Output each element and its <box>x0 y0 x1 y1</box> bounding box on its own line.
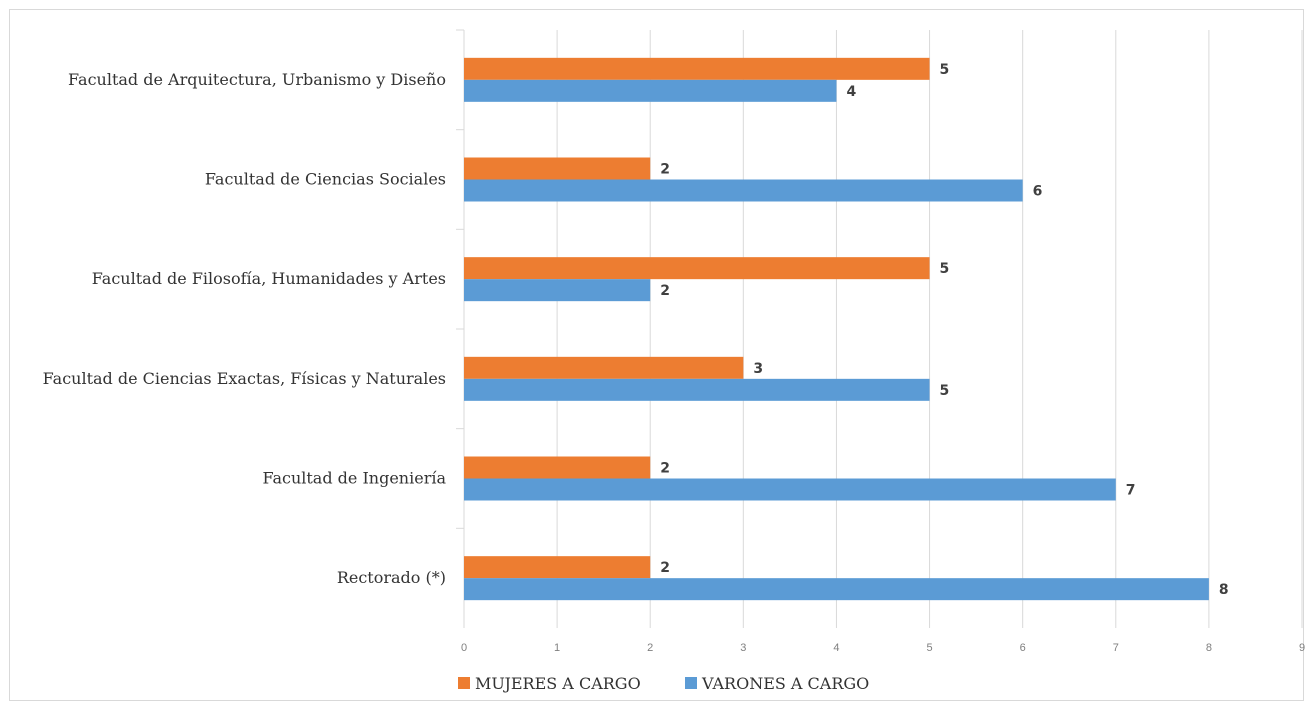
legend-label-varones: VARONES A CARGO <box>701 674 869 693</box>
data-label-varones: 6 <box>1033 184 1043 200</box>
data-label-mujeres: 2 <box>660 560 670 576</box>
x-tick-label: 1 <box>554 642 560 654</box>
bar-mujeres <box>464 456 651 479</box>
x-tick-label: 0 <box>461 642 467 654</box>
bar-varones <box>464 179 1023 202</box>
x-tick-label: 3 <box>740 642 746 654</box>
bar-varones <box>464 478 1116 501</box>
bar-varones <box>464 578 1209 601</box>
category-label: Facultad de Ciencias Sociales <box>205 170 446 189</box>
bar-varones <box>464 79 837 102</box>
bar-varones <box>464 279 651 302</box>
data-label-varones: 2 <box>660 283 670 299</box>
category-label: Rectorado (*) <box>337 568 446 587</box>
legend-swatch-mujeres <box>458 677 470 689</box>
bar-mujeres <box>464 157 651 180</box>
data-label-mujeres: 2 <box>660 461 670 477</box>
x-tick-label: 9 <box>1299 642 1305 654</box>
data-label-mujeres: 2 <box>660 162 670 178</box>
category-label: Facultad de Arquitectura, Urbanismo y Di… <box>68 70 446 89</box>
x-tick-label: 8 <box>1206 642 1212 654</box>
category-label: Facultad de Ciencias Exactas, Físicas y … <box>43 369 446 388</box>
x-tick-label: 6 <box>1020 642 1026 654</box>
bar-mujeres <box>464 257 930 280</box>
bar-mujeres <box>464 556 651 579</box>
x-tick-label: 7 <box>1113 642 1119 654</box>
x-tick-label: 5 <box>926 642 932 654</box>
bar-varones <box>464 378 930 401</box>
data-label-varones: 4 <box>846 84 856 100</box>
category-label: Facultad de Ingeniería <box>262 469 446 488</box>
x-tick-label: 4 <box>833 642 839 654</box>
x-tick-label: 2 <box>647 642 653 654</box>
legend-label-mujeres: MUJERES A CARGO <box>475 674 641 693</box>
bar-mujeres <box>464 57 930 80</box>
data-label-mujeres: 5 <box>940 62 950 78</box>
bar-mujeres <box>464 356 744 379</box>
data-label-mujeres: 3 <box>753 361 763 377</box>
data-label-varones: 8 <box>1219 582 1229 598</box>
category-label: Facultad de Filosofía, Humanidades y Art… <box>92 269 446 288</box>
data-label-varones: 5 <box>940 383 950 399</box>
data-label-varones: 7 <box>1126 483 1136 499</box>
data-label-mujeres: 5 <box>940 261 950 277</box>
legend-swatch-varones <box>685 677 697 689</box>
